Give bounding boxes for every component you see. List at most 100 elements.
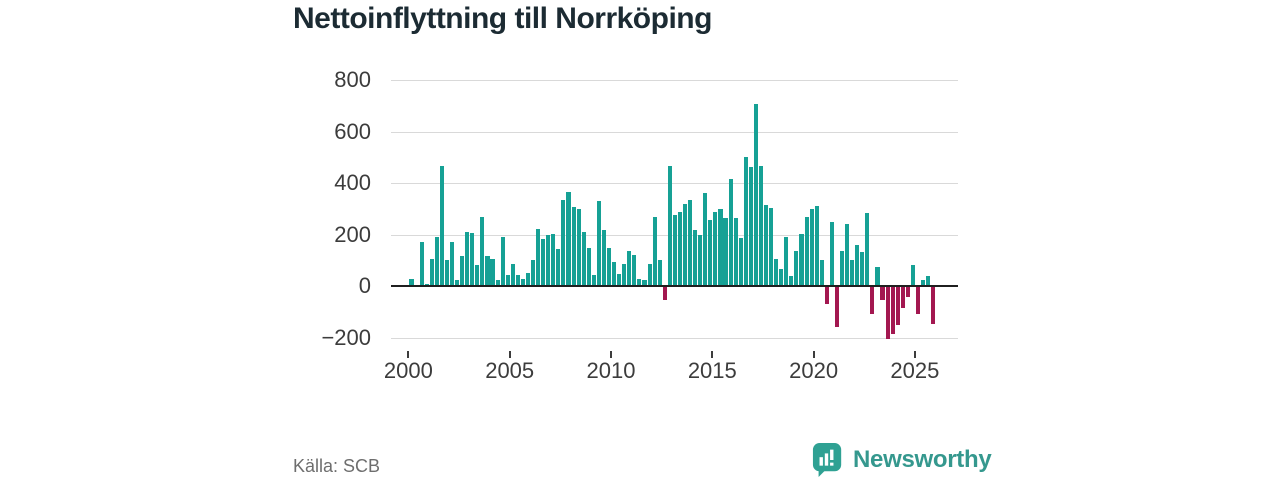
x-axis-label: 2020 — [789, 358, 839, 383]
bar — [748, 167, 753, 286]
bar — [455, 280, 460, 286]
bar — [566, 191, 571, 286]
bar — [465, 231, 470, 286]
bar — [728, 179, 733, 286]
bar — [546, 235, 551, 286]
bar — [774, 258, 779, 286]
bar — [708, 219, 713, 286]
bar — [536, 229, 541, 286]
bar — [819, 260, 824, 287]
bar — [531, 260, 536, 286]
bar — [444, 259, 450, 286]
bar — [875, 266, 880, 286]
y-axis-label: 200 — [334, 222, 371, 247]
gridline-400 — [391, 183, 958, 184]
bar — [733, 218, 738, 286]
bar — [834, 286, 840, 327]
bar — [769, 208, 774, 286]
bar — [758, 166, 764, 286]
bar — [779, 268, 784, 286]
bar — [672, 214, 677, 286]
bar — [804, 216, 809, 286]
bar — [718, 208, 723, 287]
bar — [612, 262, 617, 286]
bar — [632, 255, 637, 286]
bar — [865, 213, 870, 286]
bar — [449, 241, 455, 286]
bar — [520, 278, 525, 286]
bar — [429, 258, 434, 286]
bar — [860, 252, 865, 286]
bar — [439, 166, 444, 286]
bar — [409, 278, 414, 286]
bar — [637, 278, 642, 286]
brand-lockup: Newsworthy — [812, 442, 992, 478]
bar — [845, 223, 850, 286]
x-axis-label: 2015 — [687, 358, 737, 383]
bar — [824, 286, 829, 304]
bar — [657, 260, 662, 287]
bar — [617, 274, 622, 286]
bar — [652, 217, 657, 286]
bar — [541, 239, 546, 286]
bar — [850, 260, 855, 287]
x-axis-tick — [508, 351, 511, 358]
bar — [470, 233, 475, 286]
bar — [703, 193, 708, 286]
bar — [460, 256, 465, 286]
bar — [480, 217, 485, 286]
bar — [622, 264, 627, 286]
bar — [515, 275, 520, 286]
bar — [586, 247, 591, 286]
bar — [743, 156, 748, 286]
bar — [571, 206, 576, 286]
source-label: Källa: SCB — [293, 456, 381, 476]
bar — [596, 200, 601, 286]
bar — [829, 222, 834, 286]
gridline-600 — [391, 132, 958, 133]
bar — [698, 235, 703, 286]
bar — [490, 259, 495, 286]
x-axis-label: 2025 — [890, 358, 940, 383]
bar — [839, 250, 845, 286]
bar — [667, 166, 672, 286]
x-axis-label: 2000 — [383, 358, 433, 383]
bar — [931, 286, 936, 325]
bar — [475, 265, 480, 286]
bar — [809, 208, 814, 287]
bar — [581, 231, 586, 286]
bar — [682, 204, 688, 286]
bar — [885, 286, 890, 339]
bar — [921, 280, 926, 286]
bar — [434, 237, 439, 286]
bar — [905, 286, 910, 298]
bar — [880, 286, 885, 301]
x-axis-tick — [913, 351, 916, 358]
bar — [662, 286, 667, 300]
bar — [677, 212, 682, 286]
x-axis-label: 2005 — [485, 358, 535, 383]
bar — [855, 245, 860, 286]
bar — [556, 249, 561, 286]
x-axis-tick — [610, 351, 612, 358]
bar — [926, 276, 931, 286]
bar — [870, 286, 875, 314]
x-axis-tick — [711, 351, 714, 358]
bar — [601, 230, 607, 286]
bar — [576, 208, 581, 287]
bar — [551, 233, 556, 286]
bar — [814, 206, 819, 286]
bar — [485, 256, 490, 286]
bar — [500, 237, 505, 286]
x-axis-tick — [812, 351, 815, 358]
bar — [784, 237, 789, 286]
bar — [915, 286, 921, 314]
bar — [753, 103, 758, 286]
newsworthy-logo-icon — [812, 442, 844, 478]
bar — [510, 264, 515, 286]
bar — [606, 247, 612, 286]
bar — [495, 280, 500, 286]
bar — [591, 275, 596, 286]
